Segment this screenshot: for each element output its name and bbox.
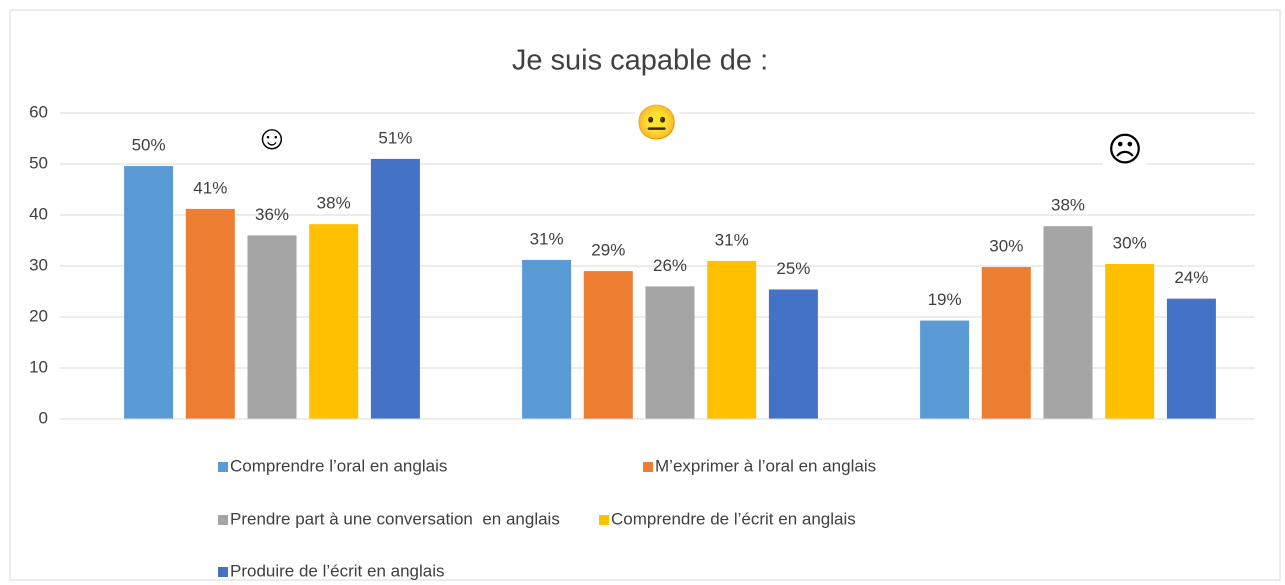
data-label: 24% bbox=[1174, 268, 1208, 287]
data-label: 30% bbox=[989, 237, 1023, 256]
bar bbox=[981, 267, 1031, 419]
annotation: ☹ bbox=[1107, 131, 1142, 169]
bar bbox=[645, 286, 695, 419]
bar bbox=[1105, 263, 1155, 419]
data-label: 30% bbox=[1113, 233, 1147, 252]
legend-swatch bbox=[218, 515, 228, 525]
data-label: 26% bbox=[653, 256, 687, 275]
bar bbox=[185, 208, 235, 419]
bar bbox=[1043, 226, 1093, 419]
bar bbox=[583, 271, 633, 419]
annotation: ☺ bbox=[255, 119, 290, 157]
annotation-bg bbox=[250, 118, 294, 162]
data-label: 41% bbox=[193, 178, 227, 197]
data-label: 31% bbox=[530, 229, 564, 248]
y-tick-label: 10 bbox=[29, 357, 48, 376]
legend-swatch bbox=[643, 462, 653, 472]
chart-title: Je suis capable de : bbox=[512, 45, 768, 77]
bar bbox=[920, 320, 970, 419]
annotation-bg bbox=[635, 103, 679, 147]
data-label: 50% bbox=[132, 136, 166, 155]
y-tick-label: 30 bbox=[29, 255, 48, 274]
legend-swatch bbox=[218, 567, 228, 577]
bar bbox=[247, 235, 297, 419]
bar bbox=[768, 289, 818, 419]
data-label: 29% bbox=[591, 241, 625, 260]
legend-label: M’exprimer à l’oral en anglais bbox=[655, 456, 876, 475]
y-tick-label: 60 bbox=[29, 102, 48, 121]
bar bbox=[370, 158, 420, 419]
y-tick-label: 50 bbox=[29, 153, 48, 172]
annotation: 😐 bbox=[636, 104, 678, 142]
y-tick-label: 20 bbox=[29, 306, 48, 325]
bar bbox=[707, 260, 757, 419]
bar bbox=[124, 166, 174, 419]
legend-swatch bbox=[218, 462, 228, 472]
bar bbox=[522, 259, 572, 419]
bar bbox=[1166, 298, 1216, 419]
data-label: 38% bbox=[1051, 196, 1085, 215]
data-label: 36% bbox=[255, 205, 289, 224]
y-tick-label: 40 bbox=[29, 204, 48, 223]
legend-label: Prendre part à une conversation en angla… bbox=[230, 509, 560, 528]
data-label: 51% bbox=[378, 128, 412, 147]
data-label: 25% bbox=[776, 259, 810, 278]
bar bbox=[309, 224, 359, 419]
data-label: 31% bbox=[715, 230, 749, 249]
data-label: 38% bbox=[317, 194, 351, 213]
data-label: 19% bbox=[928, 290, 962, 309]
legend-swatch bbox=[599, 515, 609, 525]
legend-label: Comprendre de l’écrit en anglais bbox=[611, 509, 856, 528]
y-tick-label: 0 bbox=[39, 408, 48, 427]
legend-label: Produire de l’écrit en anglais bbox=[230, 561, 445, 580]
annotation-bg bbox=[1103, 130, 1147, 174]
legend-label: Comprendre l’oral en anglais bbox=[230, 456, 447, 475]
